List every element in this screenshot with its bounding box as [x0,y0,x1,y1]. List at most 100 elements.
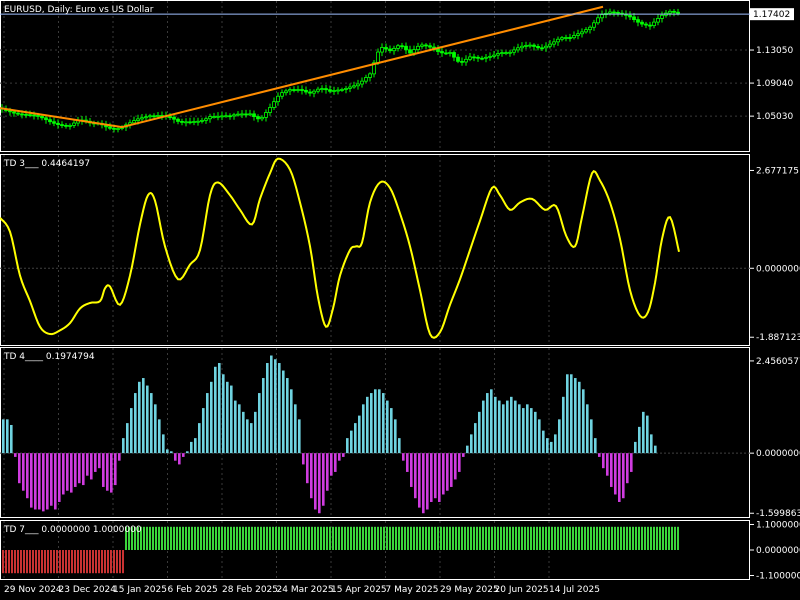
candle-body [480,57,484,60]
candle-body [512,49,516,53]
price-tick-label: 1.13050 [756,46,793,56]
candle-body [328,89,332,92]
td4-bar [250,423,253,454]
td4-bar [82,453,85,486]
td4-bar [270,355,273,454]
td7-bar [569,526,571,550]
td4-bar [86,453,89,476]
td3-pane[interactable] [0,154,750,346]
td4-bar [206,393,209,454]
td4-bar [110,453,113,493]
td4-bar [598,453,601,457]
td7-bar [374,526,376,550]
td4-bar [58,453,61,502]
candle-body [284,90,288,94]
td7-histogram [2,526,679,574]
td7-bar [218,526,220,550]
candle-body [420,44,424,47]
td7-bar [107,550,109,574]
td7-bar [575,526,577,550]
candle-body [556,38,560,43]
td7-bar [11,550,13,574]
td7-bar [530,526,532,550]
td7-bar [8,550,10,574]
candle-body [564,37,568,39]
td7-bar [131,526,133,550]
candle-body [360,80,364,85]
td4-bar [470,434,473,454]
td4-bar [498,400,501,454]
td7-bar [56,550,58,574]
td7-bar [311,526,313,550]
candle-body [64,124,68,127]
candle-body [468,56,472,60]
candle-body [464,58,468,63]
td7-bar [596,526,598,550]
td4-bar [310,453,313,499]
td7-bar [221,526,223,550]
candle-body [60,124,64,126]
td4-bar [334,453,337,472]
td4-bar [146,385,149,454]
candle-body [384,47,388,50]
candle-body [416,45,420,51]
td7-bar [617,526,619,550]
td7-bar [503,526,505,550]
td7-bar [641,526,643,550]
td7-bar [425,526,427,550]
candle-body [52,121,56,124]
td7-tick-label: 0.0000000 [756,546,800,556]
td7-bar [470,526,472,550]
td7-bar [251,526,253,550]
candle-body [380,47,384,53]
time-tick-label: 20 Jun 2025 [495,585,549,595]
td7-bar [665,526,667,550]
trend-line[interactable] [0,5,604,129]
td7-bar [320,526,322,550]
candle-body [528,44,532,47]
candle-body [364,77,368,82]
candle-body [280,92,284,97]
td7-bar [644,526,646,550]
td4-bar [302,453,305,465]
td7-bar [614,526,616,550]
td4-bar [266,363,269,454]
candle-body [576,33,580,36]
candle-body [56,122,60,125]
td4-bar [74,453,77,487]
td4-bar [466,445,469,454]
candle-body [348,86,352,89]
td7-bar [674,526,676,550]
candle-body [216,115,220,118]
td4-bar [214,366,217,454]
td3-label: TD 3___ 0.4464197 [3,159,90,169]
td4-bar [194,438,197,454]
td4-bar [22,453,25,491]
td4-bar [294,404,297,454]
td4-bar [190,441,193,454]
td4-bar [330,453,333,476]
td4-bar [546,438,549,454]
td4-bar [518,404,521,454]
td4-bar [474,423,477,454]
candle-body [452,52,456,58]
td4-bar [290,389,293,454]
td4-bar [318,453,321,514]
td7-bar [323,526,325,550]
td7-bar [266,526,268,550]
td7-bar [26,550,28,574]
td7-bar [593,526,595,550]
td4-bar [366,396,369,454]
td7-bar [191,526,193,550]
td4-bar [406,453,409,472]
td4-axis: 2.4560577 0.0000000 -1.5998632 [750,357,800,519]
td4-bar [118,453,121,461]
td4-bar [230,385,233,454]
candle-body [72,122,76,126]
candle-body [516,47,520,51]
td7-bar [611,526,613,550]
td7-bar [164,526,166,550]
candle-body [600,14,604,19]
time-tick-label: 6 Feb 2025 [168,585,218,595]
